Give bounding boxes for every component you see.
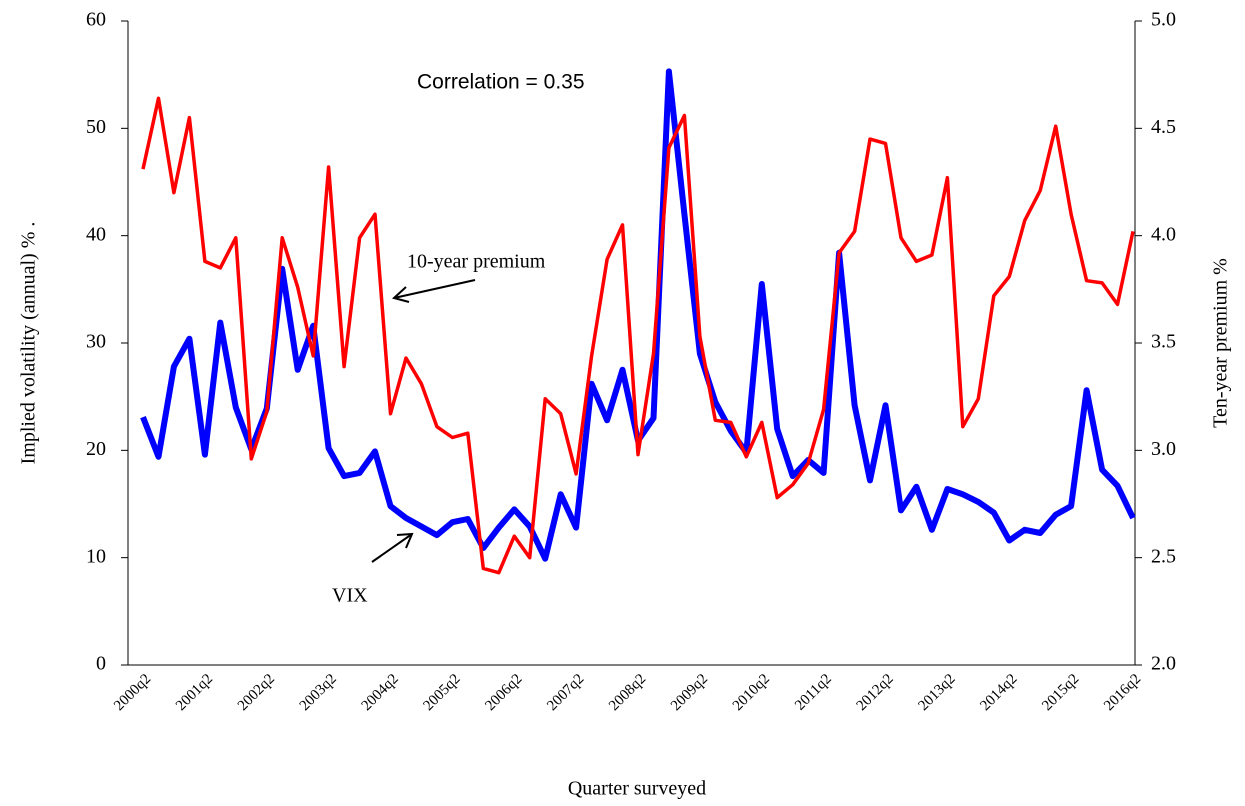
- y2-tick-label: 4.0: [1151, 223, 1176, 245]
- series-line: [141, 96, 1135, 575]
- x-tick-label: 2006q2: [482, 671, 525, 714]
- x-tick-label: 2016q2: [1101, 671, 1144, 714]
- x-tick-label: 2014q2: [977, 671, 1020, 714]
- arrows: [371, 279, 476, 563]
- y-tick-label: 50: [86, 116, 106, 138]
- y-tick-label: 20: [86, 438, 106, 460]
- x-tick-label: 2009q2: [668, 671, 711, 714]
- y2-tick-label: 4.5: [1151, 116, 1176, 138]
- y2-axis-title: Ten-year premium %: [1210, 258, 1232, 428]
- x-tick-label: 2003q2: [297, 671, 340, 714]
- y-tick-label: 10: [86, 545, 106, 567]
- y-tick-label: 0: [96, 653, 106, 675]
- y-tick-label: 60: [86, 9, 106, 31]
- x-tick-label: 2002q2: [235, 671, 278, 714]
- y2-tick-label: 5.0: [1151, 9, 1176, 31]
- x-tick-label: 2000q2: [111, 671, 154, 714]
- y2-tick-label: 2.5: [1151, 545, 1176, 567]
- x-tick-label: 2005q2: [421, 671, 464, 714]
- x-tick-label: 2007q2: [544, 671, 587, 714]
- y2-tick-label: 3.5: [1151, 331, 1176, 353]
- x-tick-label: 2013q2: [916, 671, 959, 714]
- x-axis-title: Quarter surveyed: [568, 778, 706, 800]
- arrow: [371, 533, 413, 563]
- series-label: VIX: [332, 585, 368, 607]
- x-tick-label: 2015q2: [1039, 671, 1082, 714]
- series-label: 10-year premium: [407, 251, 546, 273]
- arrow: [393, 279, 476, 299]
- y-axis-title: Implied volatility (annual) % .: [18, 222, 40, 465]
- x-tick-label: 2008q2: [606, 671, 649, 714]
- x-tick-label: 2012q2: [854, 671, 897, 714]
- x-tick-label: 2010q2: [730, 671, 773, 714]
- y-tick-label: 30: [86, 331, 106, 353]
- y-tick-label: 40: [86, 223, 106, 245]
- series-line: [140, 68, 1136, 562]
- y2-tick-label: 3.0: [1151, 438, 1176, 460]
- arrow-head: [391, 286, 410, 303]
- x-tick-label: 2011q2: [792, 671, 835, 714]
- annotation: Correlation = 0.35: [417, 71, 585, 94]
- x-tick-label: 2001q2: [173, 671, 216, 714]
- y2-tick-label: 2.0: [1151, 653, 1176, 675]
- x-tick-label: 2004q2: [359, 671, 402, 714]
- arrow-head: [396, 532, 414, 549]
